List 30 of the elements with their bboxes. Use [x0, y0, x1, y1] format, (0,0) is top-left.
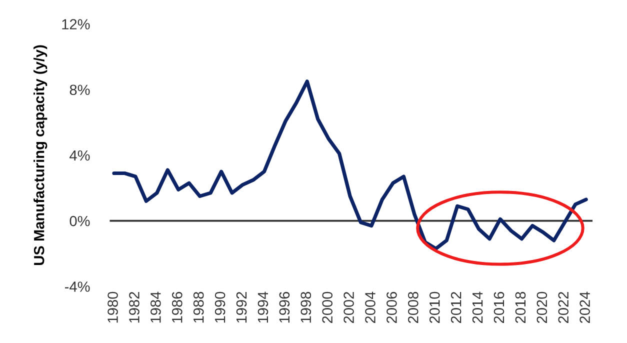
x-tick-label: 2002	[344, 292, 354, 323]
x-tick-label: 2006	[386, 292, 397, 323]
x-tick-label: 2000	[322, 292, 333, 323]
x-tick-label: 1998	[300, 292, 312, 323]
y-tick-label: -4%	[64, 282, 90, 292]
x-tick-label: 1992	[236, 292, 247, 323]
x-tick-label: 1990	[214, 292, 226, 323]
y-tick-label: 8%	[70, 84, 90, 96]
x-tick-label: 1984	[150, 292, 161, 323]
x-tick-label: 2022	[558, 292, 569, 323]
x-tick-label: 2010	[429, 292, 440, 323]
x-tick-label: 2004	[365, 292, 376, 323]
x-tick-label: 2012	[450, 292, 462, 323]
x-tick-label: 1980	[108, 292, 118, 323]
x-tick-label: 2020	[536, 292, 548, 323]
x-tick-label: 1986	[172, 292, 182, 323]
x-tick-label: 2024	[580, 292, 590, 323]
x-tick-label: 2018	[515, 292, 526, 323]
y-tick-label: 12%	[62, 19, 90, 30]
x-tick-label: 1988	[193, 292, 204, 323]
x-tick-label: 1996	[279, 292, 290, 323]
x-tick-label: 2008	[408, 292, 418, 323]
line-series	[112, 80, 588, 250]
x-tick-label: 1982	[129, 292, 140, 323]
x-tick-label: 2016	[494, 292, 504, 323]
y-axis-title: US Manufacturing capacity (y/y)	[34, 45, 48, 265]
y-tick-label: 4%	[70, 150, 90, 161]
y-tick-label: 0%	[70, 216, 90, 226]
x-tick-label: 1994	[258, 292, 268, 323]
x-tick-label: 2014	[472, 292, 483, 323]
